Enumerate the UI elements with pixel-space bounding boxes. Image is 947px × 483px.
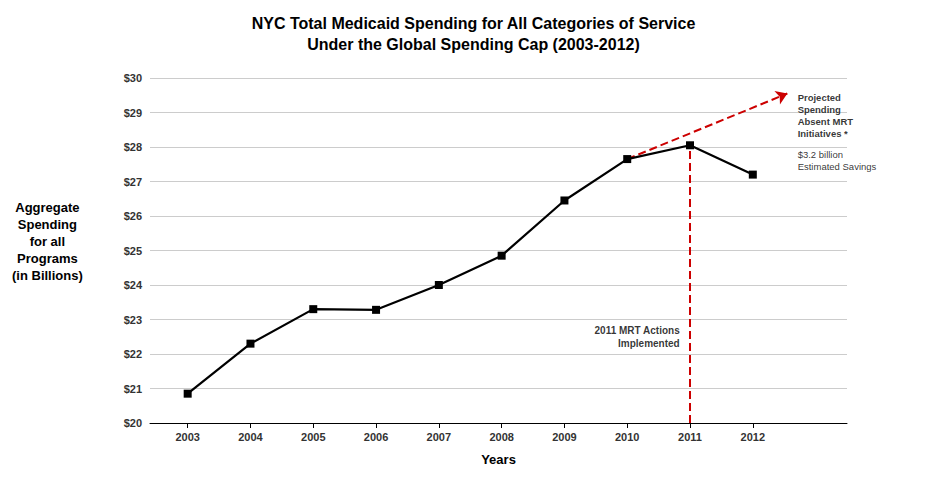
svg-text:Years: Years	[481, 452, 516, 467]
svg-text:Estimated Savings: Estimated Savings	[798, 161, 877, 172]
svg-text:$25: $25	[124, 245, 142, 257]
svg-text:for all: for all	[30, 234, 65, 249]
svg-text:$27: $27	[124, 176, 142, 188]
svg-text:2011 MRT Actions: 2011 MRT Actions	[595, 325, 681, 336]
svg-text:2004: 2004	[238, 431, 263, 443]
svg-text:Aggregate: Aggregate	[15, 200, 79, 215]
svg-text:Absent MRT: Absent MRT	[798, 116, 854, 127]
svg-text:$28: $28	[124, 141, 142, 153]
svg-text:NYC Total Medicaid Spending fo: NYC Total Medicaid Spending for All Cate…	[252, 15, 696, 32]
svg-text:$22: $22	[124, 348, 142, 360]
svg-text:2003: 2003	[175, 431, 199, 443]
svg-text:Implemented: Implemented	[618, 338, 680, 349]
svg-text:2008: 2008	[489, 431, 513, 443]
svg-text:$3.2 billion: $3.2 billion	[798, 149, 843, 160]
svg-text:2010: 2010	[615, 431, 639, 443]
svg-text:Spending: Spending	[18, 217, 77, 232]
svg-text:2006: 2006	[364, 431, 388, 443]
svg-text:Projected: Projected	[798, 92, 841, 103]
svg-text:Initiatives *: Initiatives *	[798, 128, 848, 139]
svg-text:$20: $20	[124, 417, 142, 429]
svg-text:$24: $24	[124, 279, 143, 291]
svg-text:$21: $21	[124, 383, 142, 395]
svg-text:$30: $30	[124, 72, 142, 84]
svg-text:(in Billions): (in Billions)	[12, 268, 83, 283]
svg-text:2007: 2007	[427, 431, 451, 443]
svg-text:2011: 2011	[678, 431, 702, 443]
svg-text:$26: $26	[124, 210, 142, 222]
svg-text:$23: $23	[124, 314, 142, 326]
svg-text:2012: 2012	[741, 431, 765, 443]
svg-text:2009: 2009	[552, 431, 576, 443]
svg-text:Programs: Programs	[17, 251, 78, 266]
svg-text:Under the Global Spending Cap: Under the Global Spending Cap (2003-2012…	[307, 36, 640, 53]
svg-text:Spending: Spending	[798, 104, 841, 115]
svg-text:$29: $29	[124, 107, 142, 119]
svg-text:2005: 2005	[301, 431, 325, 443]
